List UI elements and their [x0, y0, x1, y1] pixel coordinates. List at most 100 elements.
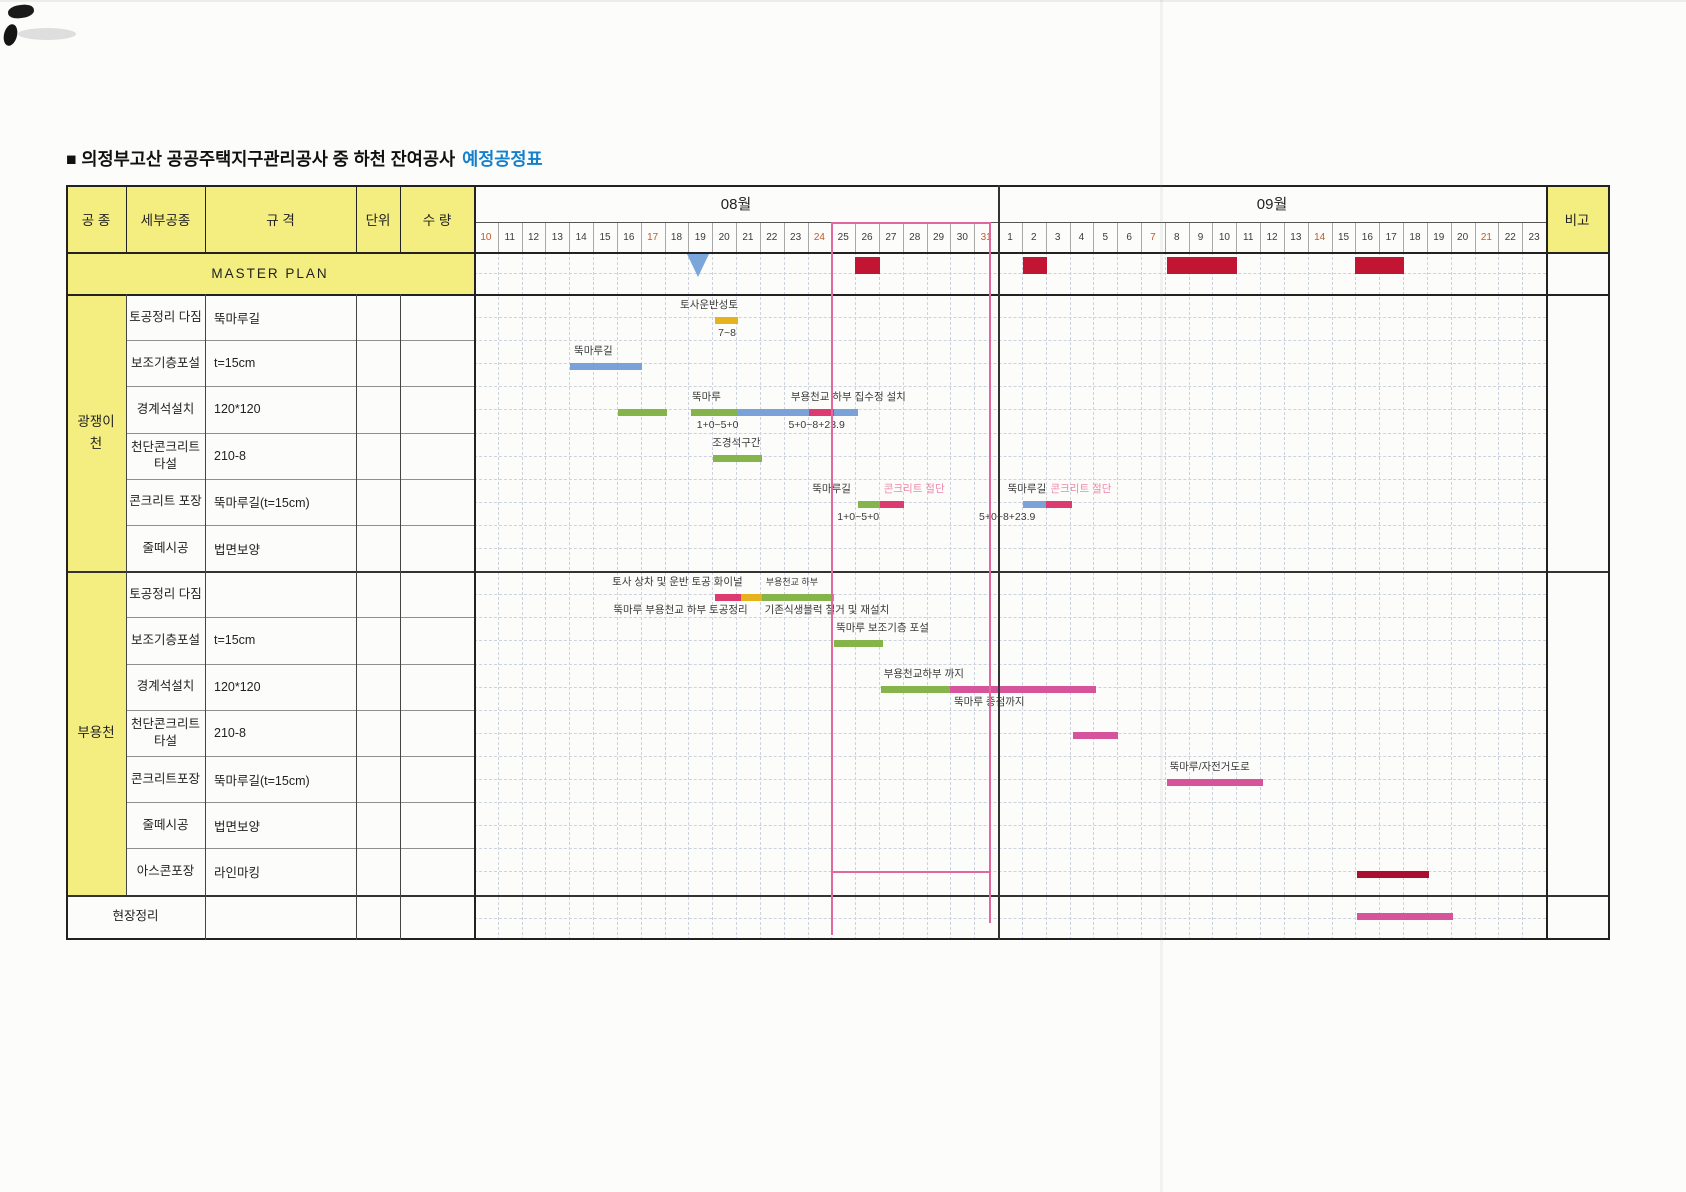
- gantt-bar: [1045, 501, 1072, 509]
- header-cell-qty: 수 량: [400, 185, 474, 252]
- table-line-v: [356, 294, 357, 940]
- footer-label: 현장정리: [112, 908, 159, 923]
- row-line: [126, 709, 474, 711]
- spec-cell: 뚝마루길(t=15cm): [214, 496, 310, 511]
- date-divider: [640, 222, 642, 252]
- gantt-annotation: 5+0~8+23.9: [788, 418, 845, 431]
- spec-cell: 라인마킹: [214, 865, 261, 880]
- date-cell: 12: [1266, 231, 1278, 243]
- date-cell: 13: [551, 231, 563, 243]
- date-cell: 10: [1218, 231, 1230, 243]
- grid-line-vertical: [1093, 252, 1095, 940]
- date-cell: 1: [1007, 231, 1013, 243]
- detail-cell: 줄떼시공: [142, 540, 189, 555]
- gantt-annotation: 부용천교 하부: [765, 576, 818, 587]
- row-line: [126, 802, 474, 804]
- date-divider: [1093, 222, 1095, 252]
- header-cell-spec: 규 격: [205, 185, 356, 252]
- grid-line-vertical: [902, 252, 904, 940]
- table-line-h: [66, 185, 1610, 187]
- table-line-h: [474, 222, 1546, 223]
- row-line: [126, 525, 474, 526]
- row-line-chart: [474, 525, 1546, 526]
- date-cell: 14: [1314, 231, 1326, 243]
- grid-line-horizontal: [474, 455, 1546, 457]
- row-line-chart: [474, 848, 1546, 850]
- row-line-chart: [474, 386, 1546, 388]
- date-cell: 24: [813, 231, 825, 243]
- date-cell: 23: [1528, 231, 1540, 243]
- gantt-bar: [762, 593, 834, 601]
- date-divider: [1045, 222, 1047, 252]
- row-line-chart: [474, 663, 1546, 665]
- gantt-bar: [738, 408, 809, 416]
- date-divider: [1474, 222, 1476, 252]
- date-divider: [855, 222, 857, 252]
- gantt-bar: [1167, 778, 1263, 786]
- date-cell: 2: [1031, 231, 1037, 243]
- grid-line-horizontal: [474, 409, 1546, 411]
- remark-header-cell: 비고: [1546, 185, 1608, 252]
- date-cell: 30: [956, 231, 968, 243]
- highlight-box-edge: [988, 873, 991, 923]
- page-title: ■ 의정부고산 공공주택지구관리공사 중 하천 잔여공사 예정공정표: [66, 146, 543, 171]
- date-divider: [497, 222, 499, 252]
- header-cell-work: 공 종: [66, 185, 126, 252]
- date-cell: 10: [480, 231, 492, 243]
- date-divider: [1069, 222, 1071, 252]
- table-line-v: [205, 185, 206, 252]
- gantt-annotation: 토사운반성토: [680, 298, 739, 311]
- date-cell: 23: [790, 231, 802, 243]
- gantt-bar: [618, 408, 667, 416]
- detail-cell: 경계석설치: [136, 679, 195, 694]
- grid-line-vertical: [926, 252, 928, 940]
- date-divider: [783, 222, 785, 252]
- date-divider: [1307, 222, 1309, 252]
- date-divider: [664, 222, 666, 252]
- detail-cell: 줄떼시공: [142, 817, 189, 832]
- detail-cell: 보조기층포설: [130, 355, 200, 370]
- spec-cell: t=15cm: [214, 356, 256, 371]
- gantt-bar: [714, 593, 741, 601]
- schedule-table: 공 종 세부공종 규 격 단위 수 량 비고 08월 09월 10 11 12 13 14 15 16 17 1…: [66, 185, 1610, 940]
- date-cell: 29: [932, 231, 945, 243]
- grid-line-vertical: [1379, 252, 1381, 940]
- table-line-v: [126, 294, 127, 895]
- date-divider: [1117, 222, 1119, 252]
- grid-line-vertical: [569, 252, 571, 940]
- spec-cell: t=15cm: [214, 633, 256, 648]
- gantt-bar: [713, 455, 763, 463]
- gantt-annotation: 5+0~8+23.9: [979, 511, 1036, 524]
- spec-cell: 뚝마루길(t=15cm): [214, 773, 310, 788]
- grid-line-vertical: [688, 252, 690, 940]
- date-divider: [1498, 222, 1500, 252]
- grid-line-horizontal: [474, 825, 1546, 827]
- grid-line-vertical: [521, 252, 523, 940]
- gantt-bar: [857, 501, 881, 509]
- table-line-v: [998, 185, 1000, 940]
- table-line-v: [474, 185, 476, 940]
- grid-line-vertical: [1307, 252, 1309, 940]
- gantt-bar: [833, 639, 883, 647]
- grid-line-vertical: [878, 252, 880, 940]
- date-cell: 19: [1433, 231, 1445, 243]
- grid-line-vertical: [640, 252, 642, 940]
- grid-line-horizontal: [474, 363, 1546, 365]
- grid-line-horizontal: [474, 871, 1546, 873]
- date-divider: [1355, 222, 1357, 252]
- gantt-annotation: 뚝마루: [691, 390, 721, 403]
- gantt-annotation: 7~8: [718, 326, 736, 339]
- gantt-annotation: 기존식생블럭 철거 및 재설치: [764, 603, 890, 616]
- date-cell: 13: [1290, 231, 1302, 243]
- date-divider: [807, 222, 809, 252]
- date-cell: 21: [742, 231, 754, 243]
- grid-line-vertical: [1021, 252, 1023, 940]
- date-divider: [759, 222, 761, 252]
- grid-line-vertical: [497, 252, 499, 940]
- table-line-v: [205, 294, 206, 940]
- date-cell: 18: [670, 231, 683, 243]
- gantt-bar: [1023, 501, 1046, 509]
- detail-cell: 보조기층포설: [130, 633, 200, 648]
- grid-line-vertical: [950, 252, 952, 940]
